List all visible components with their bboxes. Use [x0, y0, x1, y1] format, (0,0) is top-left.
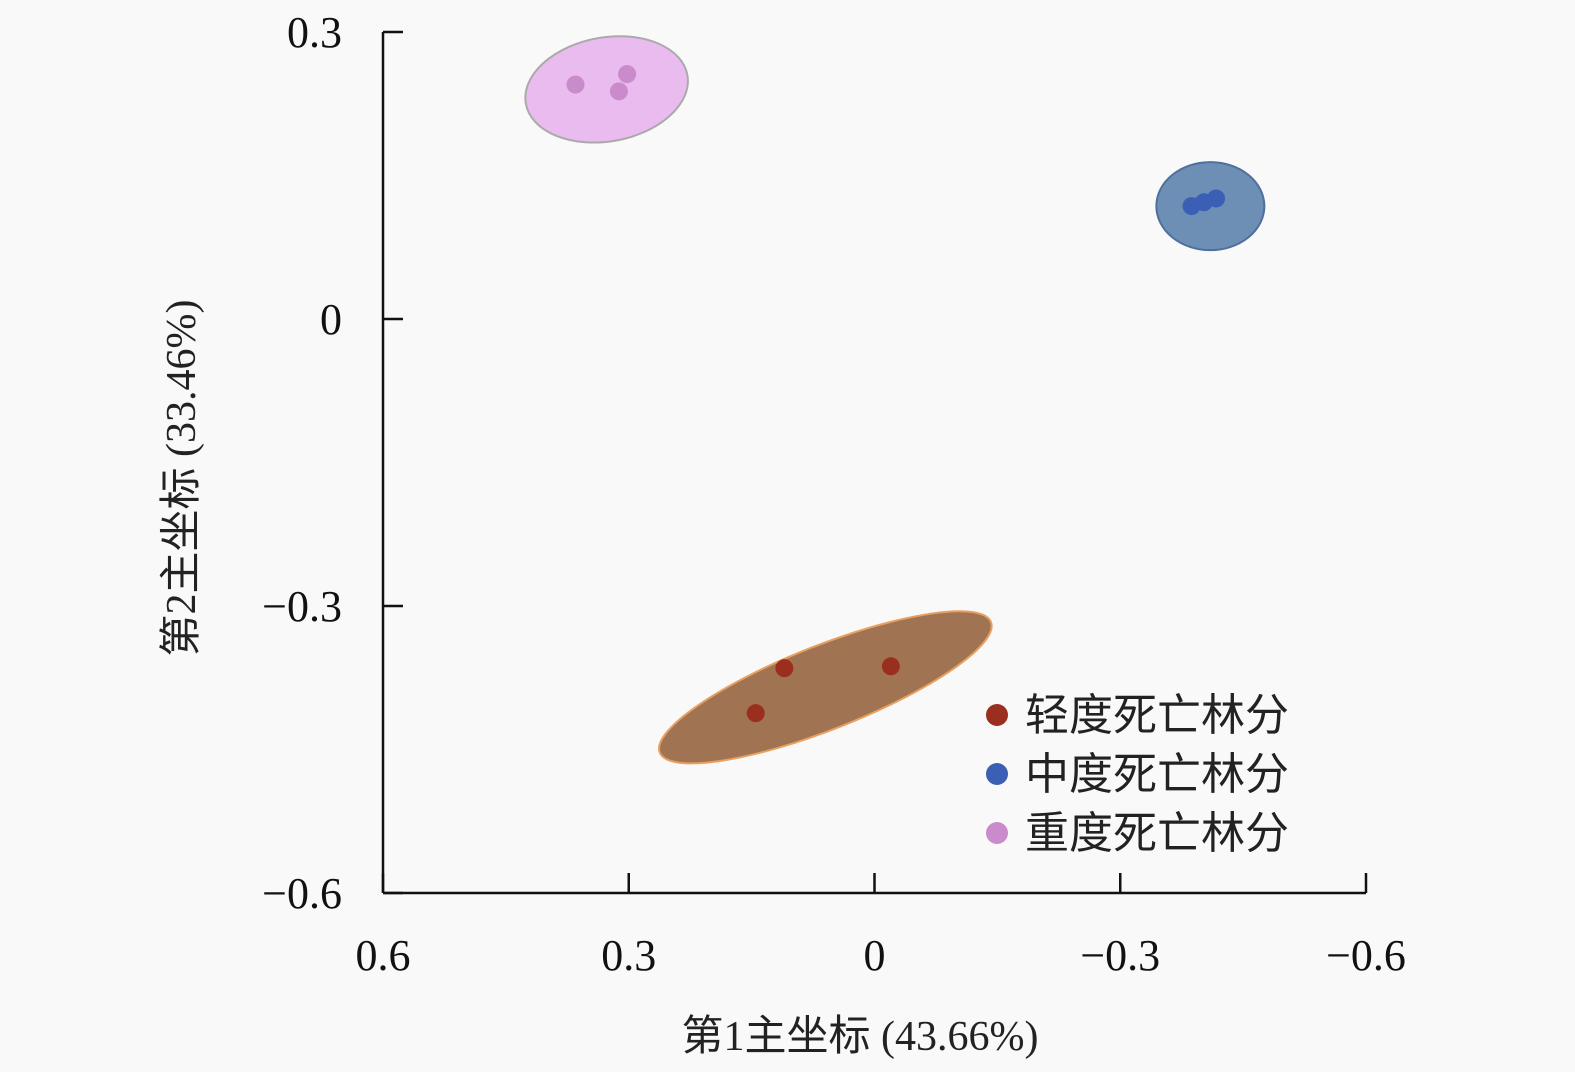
- y-tick-label: −0.6: [262, 869, 342, 918]
- x-tick-label: 0: [864, 931, 886, 980]
- data-points: [566, 65, 1226, 723]
- data-point: [775, 659, 794, 678]
- x-axis-label: 第1主坐标 (43.66%): [682, 1014, 1039, 1060]
- x-tick-label: 0.6: [356, 931, 411, 980]
- confidence-ellipses: [524, 35, 1266, 765]
- data-point: [881, 657, 900, 676]
- data-point: [618, 65, 637, 84]
- x-tick-label: −0.6: [1326, 931, 1406, 980]
- confidence-ellipse: [524, 35, 689, 144]
- y-tick-label: −0.3: [262, 582, 342, 631]
- y-axis-label: 第2主坐标 (33.46%): [159, 300, 205, 657]
- confidence-ellipse: [658, 610, 993, 765]
- legend-label: 轻度死亡林分: [1025, 691, 1289, 740]
- data-point: [746, 704, 765, 723]
- axes: 0.6 0.3 0 −0.3 −0.6 0.3 0 −0.3 −0.6: [262, 8, 1406, 980]
- legend-label: 中度死亡林分: [1025, 750, 1289, 799]
- legend-marker: [986, 763, 1008, 785]
- y-tick-label: 0: [320, 295, 342, 344]
- x-tick-label: 0.3: [601, 931, 656, 980]
- data-point: [1194, 193, 1213, 212]
- data-point: [609, 82, 628, 101]
- legend-marker: [986, 822, 1008, 844]
- legend-label: 重度死亡林分: [1025, 809, 1289, 858]
- x-tick-label: −0.3: [1080, 931, 1160, 980]
- data-point: [566, 75, 585, 94]
- legend-marker: [986, 704, 1008, 726]
- y-tick-label: 0.3: [287, 8, 342, 57]
